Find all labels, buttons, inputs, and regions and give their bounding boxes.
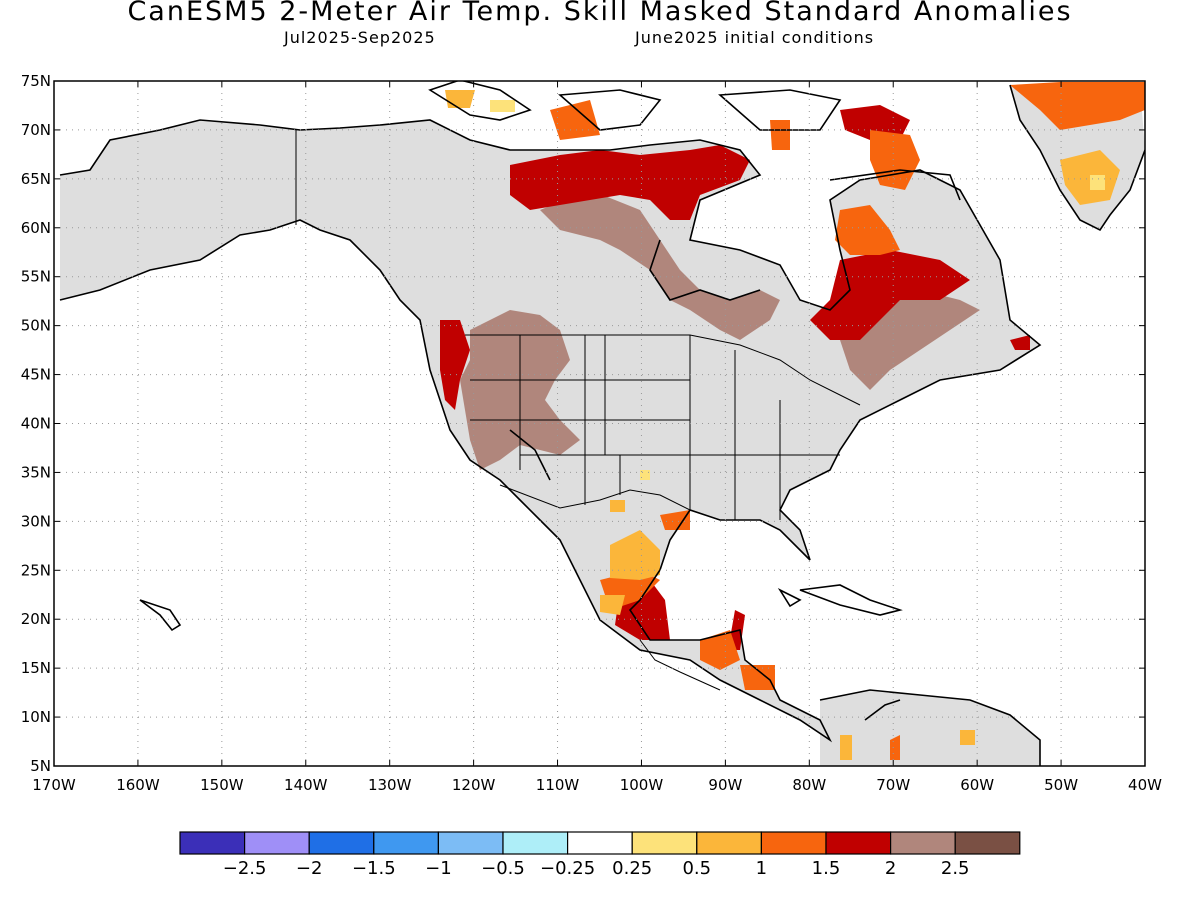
colorbar-swatch [954, 831, 1021, 855]
colorbar-swatch [308, 831, 375, 855]
colorbar-label: −2.5 [223, 858, 267, 879]
lon-label: 120W [452, 776, 496, 794]
colorbar-swatch [825, 831, 892, 855]
lat-label: 70N [21, 121, 51, 139]
lon-label: 100W [620, 776, 664, 794]
map-title: CanESM5 2-Meter Air Temp. Skill Masked S… [127, 0, 1073, 27]
colorbar-swatch [373, 831, 439, 855]
colorbar-label: −2 [296, 858, 323, 879]
longitude-labels: 170W 160W 150W 140W 130W 120W 110W 100W 90W 80W 70… [32, 776, 1162, 794]
lat-label: 5N [30, 757, 51, 775]
map-content [59, 81, 1145, 766]
lat-label: 15N [21, 659, 51, 677]
lat-label: 30N [21, 512, 51, 530]
lon-label: 50W [1044, 776, 1078, 794]
lat-label: 60N [21, 219, 51, 237]
colorbar-swatch [566, 831, 633, 855]
coastlines [59, 81, 1145, 766]
colorbar-swatch [889, 831, 956, 855]
colorbar-label: 0.5 [682, 858, 711, 879]
colorbar-label: 1 [756, 858, 767, 879]
colorbar-label: −1.5 [352, 858, 396, 879]
graticule [53, 80, 1146, 767]
lat-label: 25N [21, 561, 51, 579]
colorbar-swatch [760, 831, 827, 855]
lon-label: 70W [876, 776, 910, 794]
colorbar-label: 2 [885, 858, 896, 879]
lon-label: 160W [116, 776, 160, 794]
lon-label: 40W [1128, 776, 1162, 794]
lat-label: 50N [21, 317, 51, 335]
colorbar-swatch [696, 831, 762, 855]
colorbar [179, 831, 1021, 855]
lon-label: 60W [960, 776, 994, 794]
colorbar-swatch [244, 831, 310, 855]
colorbar-label: −1 [425, 858, 452, 879]
forecast-period: Jul2025-Sep2025 [284, 28, 436, 47]
lat-label: 55N [21, 268, 51, 286]
anomaly-1.5-2 [440, 105, 1030, 650]
initial-conditions: June2025 initial conditions [635, 28, 875, 47]
anomaly-0.5-1 [445, 90, 1120, 760]
anomaly-1-1.5 [550, 82, 1145, 760]
lat-label: 45N [21, 366, 51, 384]
lon-label: 150W [200, 776, 244, 794]
colorbar-label: 1.5 [812, 858, 841, 879]
lon-label: 110W [536, 776, 580, 794]
lat-label: 10N [21, 708, 51, 726]
colorbar-labels: −2.5 −2 −1.5 −1 −0.5 −0.25 0.25 0.5 1 1.5 2 2.5 [223, 858, 970, 879]
colorbar-label: −0.25 [540, 858, 595, 879]
colorbar-swatch [179, 831, 246, 855]
colorbar-label: 0.25 [612, 858, 652, 879]
political-borders [295, 130, 861, 691]
lon-label: 80W [792, 776, 826, 794]
colorbar-label: −0.5 [481, 858, 525, 879]
colorbar-label: 2.5 [941, 858, 970, 879]
lat-label: 65N [21, 170, 51, 188]
lon-label: 140W [284, 776, 328, 794]
lat-label: 75N [21, 72, 51, 90]
colorbar-swatch [631, 831, 698, 855]
lat-label: 35N [21, 463, 51, 481]
colorbar-swatch [502, 831, 569, 855]
lon-label: 90W [708, 776, 742, 794]
lat-label: 40N [21, 415, 51, 433]
lon-label: 130W [368, 776, 412, 794]
lon-label: 170W [32, 776, 76, 794]
lat-label: 20N [21, 610, 51, 628]
colorbar-swatch [437, 831, 504, 855]
latitude-labels: 75N 70N 65N 60N 55N 50N 45N 40N 35N 30N 25N 20N 15N 1… [21, 72, 51, 775]
